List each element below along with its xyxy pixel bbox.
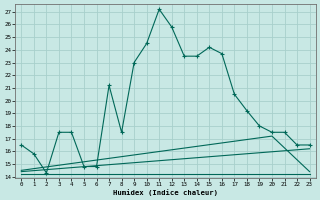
X-axis label: Humidex (Indice chaleur): Humidex (Indice chaleur) (113, 189, 218, 196)
